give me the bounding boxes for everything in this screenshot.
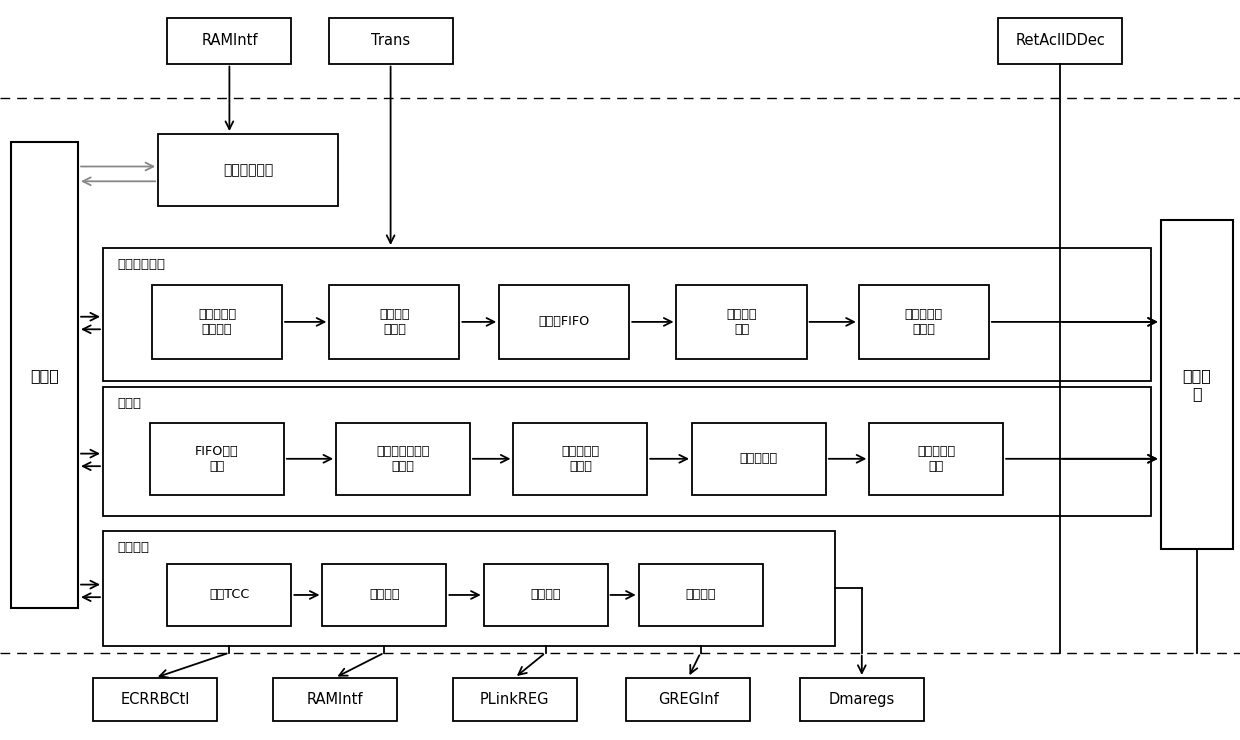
Text: FIFO中取
索引: FIFO中取 索引	[195, 445, 239, 473]
Text: RAMIntf: RAMIntf	[306, 692, 363, 707]
FancyBboxPatch shape	[453, 678, 577, 721]
Text: 产生源地址与返
回地址: 产生源地址与返 回地址	[376, 445, 430, 473]
Text: 发送读索
引请求: 发送读索 引请求	[379, 308, 409, 336]
FancyBboxPatch shape	[498, 285, 630, 359]
Text: 参数写回: 参数写回	[370, 588, 399, 602]
FancyBboxPatch shape	[330, 285, 459, 359]
FancyBboxPatch shape	[159, 134, 337, 206]
Text: 产生异
常: 产生异 常	[1182, 369, 1211, 401]
Text: PLinkREG: PLinkREG	[480, 692, 549, 707]
Text: 产生TCC: 产生TCC	[210, 588, 249, 602]
FancyBboxPatch shape	[167, 564, 291, 626]
FancyBboxPatch shape	[484, 564, 608, 626]
Text: 产生源索引
的读地址: 产生源索引 的读地址	[198, 308, 236, 336]
Text: Dmaregs: Dmaregs	[828, 692, 895, 707]
FancyBboxPatch shape	[336, 423, 470, 495]
FancyBboxPatch shape	[800, 678, 924, 721]
Text: 等待读数据
完成: 等待读数据 完成	[918, 445, 955, 473]
Text: RAMIntf: RAMIntf	[201, 33, 258, 48]
FancyBboxPatch shape	[858, 285, 990, 359]
FancyBboxPatch shape	[93, 678, 217, 721]
FancyBboxPatch shape	[513, 423, 647, 495]
Text: 等待索引计
取完成: 等待索引计 取完成	[905, 308, 942, 336]
FancyBboxPatch shape	[692, 423, 826, 495]
Text: 状态机: 状态机	[30, 368, 60, 383]
FancyBboxPatch shape	[151, 285, 281, 359]
Text: 源索引FIFO: 源索引FIFO	[538, 315, 590, 329]
FancyBboxPatch shape	[103, 531, 835, 645]
FancyBboxPatch shape	[677, 285, 806, 359]
Text: Trans: Trans	[371, 33, 410, 48]
FancyBboxPatch shape	[11, 142, 78, 608]
Text: 通道链接: 通道链接	[686, 588, 715, 602]
FancyBboxPatch shape	[322, 564, 446, 626]
Text: GREGInf: GREGInf	[658, 692, 718, 707]
Text: 发送读源数
据请求: 发送读源数 据请求	[562, 445, 599, 473]
FancyBboxPatch shape	[639, 564, 763, 626]
FancyBboxPatch shape	[167, 18, 291, 64]
FancyBboxPatch shape	[998, 18, 1122, 64]
Text: 传输完成: 传输完成	[118, 542, 150, 554]
FancyBboxPatch shape	[103, 248, 1151, 381]
Text: 读源地址索引: 读源地址索引	[118, 258, 166, 272]
Text: 源数据计数: 源数据计数	[740, 452, 777, 465]
FancyBboxPatch shape	[150, 423, 284, 495]
FancyBboxPatch shape	[1161, 221, 1233, 549]
FancyBboxPatch shape	[626, 678, 750, 721]
Text: 参数链接: 参数链接	[531, 588, 560, 602]
Text: 更新传输参数: 更新传输参数	[223, 164, 273, 177]
FancyBboxPatch shape	[273, 678, 397, 721]
Text: RetAclIDDec: RetAclIDDec	[1016, 33, 1105, 48]
FancyBboxPatch shape	[329, 18, 453, 64]
FancyBboxPatch shape	[103, 386, 1151, 517]
Text: 读数据: 读数据	[118, 397, 141, 410]
Text: ECRRBCtl: ECRRBCtl	[120, 692, 190, 707]
Text: 返回索引
计数: 返回索引 计数	[727, 308, 756, 336]
FancyBboxPatch shape	[869, 423, 1003, 495]
